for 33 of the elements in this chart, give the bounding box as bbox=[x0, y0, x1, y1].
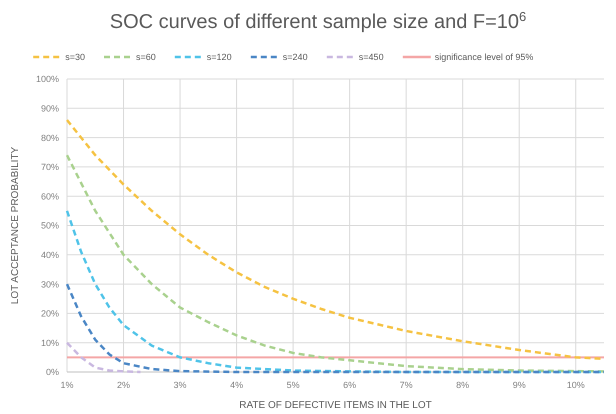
x-tick-label: 6% bbox=[343, 380, 356, 390]
x-tick-label: 3% bbox=[174, 380, 187, 390]
x-tick-label: 7% bbox=[400, 380, 413, 390]
x-axis-title: RATE OF DEFECTIVE ITEMS IN THE LOT bbox=[239, 400, 432, 411]
y-tick-label: 20% bbox=[40, 308, 59, 319]
y-tick-label: 0% bbox=[46, 367, 59, 378]
x-tick-label: 5% bbox=[286, 380, 300, 390]
x-tick-label: 10% bbox=[566, 380, 585, 390]
legend-label: s=240 bbox=[282, 52, 308, 62]
y-tick-label: 40% bbox=[40, 250, 59, 260]
x-tick-label: 4% bbox=[230, 380, 244, 390]
y-tick-label: 60% bbox=[40, 191, 59, 202]
y-tick-label: 80% bbox=[40, 132, 59, 143]
x-tick-label: 9% bbox=[512, 380, 526, 390]
legend-label: s=450 bbox=[358, 52, 384, 62]
y-tick-label: 50% bbox=[40, 220, 59, 231]
y-axis-title: LOT ACCEPTANCE PROBABILITY bbox=[10, 146, 21, 304]
x-tick-label: 8% bbox=[456, 380, 470, 390]
line-series bbox=[66, 282, 606, 374]
chart-title: SOC curves of different sample size and F=10$^{6}$ bbox=[110, 8, 526, 33]
legend-label: s=60 bbox=[136, 52, 156, 62]
line-series bbox=[66, 341, 142, 374]
legend-label: s=30 bbox=[65, 52, 85, 62]
x-tick-label: 2% bbox=[117, 380, 130, 390]
y-tick-label: 90% bbox=[40, 103, 59, 114]
legend-label: significance level of 95% bbox=[434, 52, 534, 62]
y-tick-label: 70% bbox=[40, 162, 59, 172]
x-tick-label: 1% bbox=[60, 380, 74, 390]
y-tick-label: 10% bbox=[40, 338, 59, 348]
line-series bbox=[66, 154, 606, 373]
y-tick-label: 100% bbox=[36, 74, 59, 84]
legend-label: s=120 bbox=[206, 52, 232, 62]
y-tick-label: 30% bbox=[40, 279, 59, 290]
